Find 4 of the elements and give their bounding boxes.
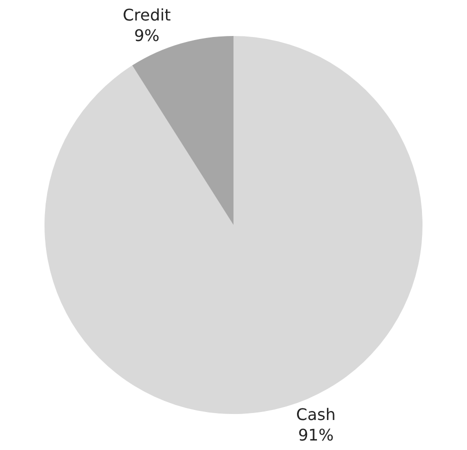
slice-label: Cash <box>296 404 336 424</box>
slice-label: Credit <box>122 5 171 24</box>
data-label: 91% <box>298 426 334 445</box>
data-label: 9% <box>134 26 160 46</box>
